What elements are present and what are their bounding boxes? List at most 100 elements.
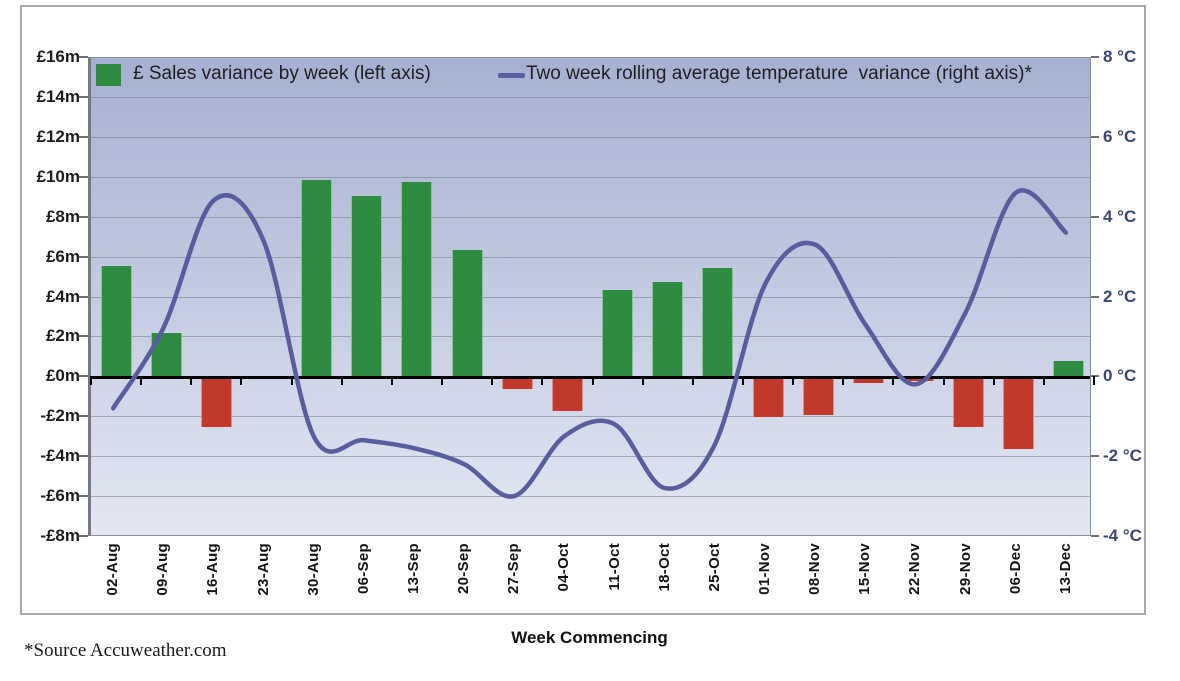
x-axis-tick — [691, 376, 694, 386]
bar-legend-label: £ Sales variance by week (left axis) — [133, 63, 431, 84]
x-axis-tick-label: 04-Oct — [555, 543, 573, 592]
x-axis-tick-label: 27-Sep — [505, 543, 523, 594]
x-axis-tick — [390, 376, 393, 386]
left-axis-tick — [79, 255, 88, 258]
gridline — [91, 136, 1090, 138]
left-axis-tick-label: -£8m — [40, 526, 80, 545]
x-axis-tick-label: 25-Oct — [705, 543, 723, 592]
line-legend-label: Two week rolling average temperature var… — [526, 63, 1032, 84]
gridline — [91, 416, 1090, 418]
bar-13-Sep — [401, 181, 433, 378]
left-axis-tick-label: -£2m — [40, 406, 80, 426]
gridline — [91, 296, 1090, 298]
left-axis-tick — [79, 535, 88, 537]
x-axis-tick — [190, 376, 193, 386]
x-axis-tick-label: 18-Oct — [655, 543, 673, 592]
left-axis-tick-label: -£4m — [40, 446, 80, 466]
bar-29-Nov — [953, 377, 985, 428]
x-axis-tick — [741, 376, 744, 386]
x-axis-tick — [1042, 376, 1045, 386]
left-axis-tick — [79, 56, 88, 58]
gridline — [91, 216, 1090, 218]
left-axis-tick — [79, 175, 88, 178]
right-axis-tick — [1091, 215, 1099, 218]
right-axis-tick — [1091, 295, 1099, 298]
right-axis-tick-label: -4 °C — [1103, 526, 1142, 545]
left-axis-tick — [79, 415, 88, 418]
bar-25-Oct — [702, 267, 734, 378]
left-axis-tick-label: £14m — [36, 86, 80, 106]
x-axis-tick — [441, 376, 444, 386]
bar-20-Sep — [451, 249, 483, 378]
gridline — [91, 496, 1090, 498]
left-axis-tick — [79, 215, 88, 218]
left-axis-tick-label: £12m — [36, 126, 80, 146]
line-legend-swatch — [498, 73, 525, 78]
left-axis-tick-label: £16m — [36, 47, 80, 66]
gridline — [91, 256, 1090, 258]
left-axis-tick — [79, 455, 88, 458]
left-axis-tick — [79, 295, 88, 298]
x-axis-tick — [90, 376, 92, 386]
left-axis-tick-label: £0m — [45, 366, 80, 386]
left-axis-tick-label: £8m — [45, 206, 80, 226]
x-axis-tick-label: 09-Aug — [154, 543, 172, 596]
gridline — [91, 176, 1090, 178]
x-axis-tick — [942, 376, 945, 386]
bar-16-Aug — [200, 377, 232, 428]
x-axis-tick-label: 16-Aug — [204, 543, 222, 596]
gridline — [91, 336, 1090, 338]
x-axis-tick — [541, 376, 544, 386]
right-axis-tick-label: -2 °C — [1103, 446, 1142, 466]
left-axis-tick-label: £2m — [45, 326, 80, 346]
x-axis-tick-label: 30-Aug — [304, 543, 322, 596]
bar-09-Aug — [150, 333, 182, 378]
right-axis-tick-label: 0 °C — [1103, 366, 1137, 386]
right-axis-tick — [1091, 135, 1099, 138]
x-axis-tick-label: 01-Nov — [756, 543, 774, 595]
left-axis-tick-label: £4m — [45, 286, 80, 306]
x-axis-tick-label: 06-Dec — [1006, 543, 1024, 594]
right-axis-tick-label: 2 °C — [1103, 286, 1137, 306]
right-axis-tick-label: 4 °C — [1103, 206, 1137, 226]
x-axis-tick-label: 13-Dec — [1056, 543, 1074, 594]
x-axis-tick — [892, 376, 895, 386]
x-axis-tick-label: 08-Nov — [806, 543, 824, 595]
x-axis-tick — [641, 376, 644, 386]
bar-01-Nov — [752, 377, 784, 418]
bar-27-Sep — [501, 377, 533, 390]
bar-legend-swatch — [96, 64, 121, 86]
plot-area — [88, 57, 1095, 536]
x-axis-tick-label: 11-Oct — [605, 543, 623, 591]
bar-11-Oct — [602, 289, 634, 378]
x-axis-tick-label: 22-Nov — [906, 543, 924, 595]
bar-08-Nov — [802, 377, 834, 416]
legend: £ Sales variance by week (left axis) Two… — [96, 62, 1056, 90]
x-axis-tick-label: 02-Aug — [104, 543, 122, 596]
left-axis-tick-label: £10m — [36, 166, 80, 186]
right-axis-tick-label: 8 °C — [1103, 47, 1137, 66]
x-axis-tick-label: 06-Sep — [354, 543, 372, 594]
bar-06-Dec — [1003, 377, 1035, 450]
bar-18-Oct — [652, 281, 684, 378]
left-axis-tick — [79, 95, 88, 98]
x-axis-tick — [842, 376, 845, 386]
x-axis-tick — [1093, 376, 1095, 386]
x-axis-tick — [240, 376, 243, 386]
right-axis-tick — [1091, 375, 1099, 378]
right-axis-tick — [1091, 455, 1099, 458]
x-axis-tick-label: 29-Nov — [956, 543, 974, 595]
right-axis-tick — [1091, 535, 1099, 537]
bar-02-Aug — [100, 265, 132, 378]
left-axis-tick — [79, 135, 88, 138]
left-axis-tick-label: £6m — [45, 246, 80, 266]
right-axis-tick-label: 6 °C — [1103, 126, 1137, 146]
left-axis-tick-label: -£6m — [40, 486, 80, 506]
gridline — [91, 456, 1090, 458]
x-axis-tick — [792, 376, 795, 386]
x-axis-tick — [591, 376, 594, 386]
x-axis-tick — [340, 376, 343, 386]
x-axis-title: Week Commencing — [511, 628, 668, 647]
x-axis-tick-label: 23-Aug — [254, 543, 272, 596]
